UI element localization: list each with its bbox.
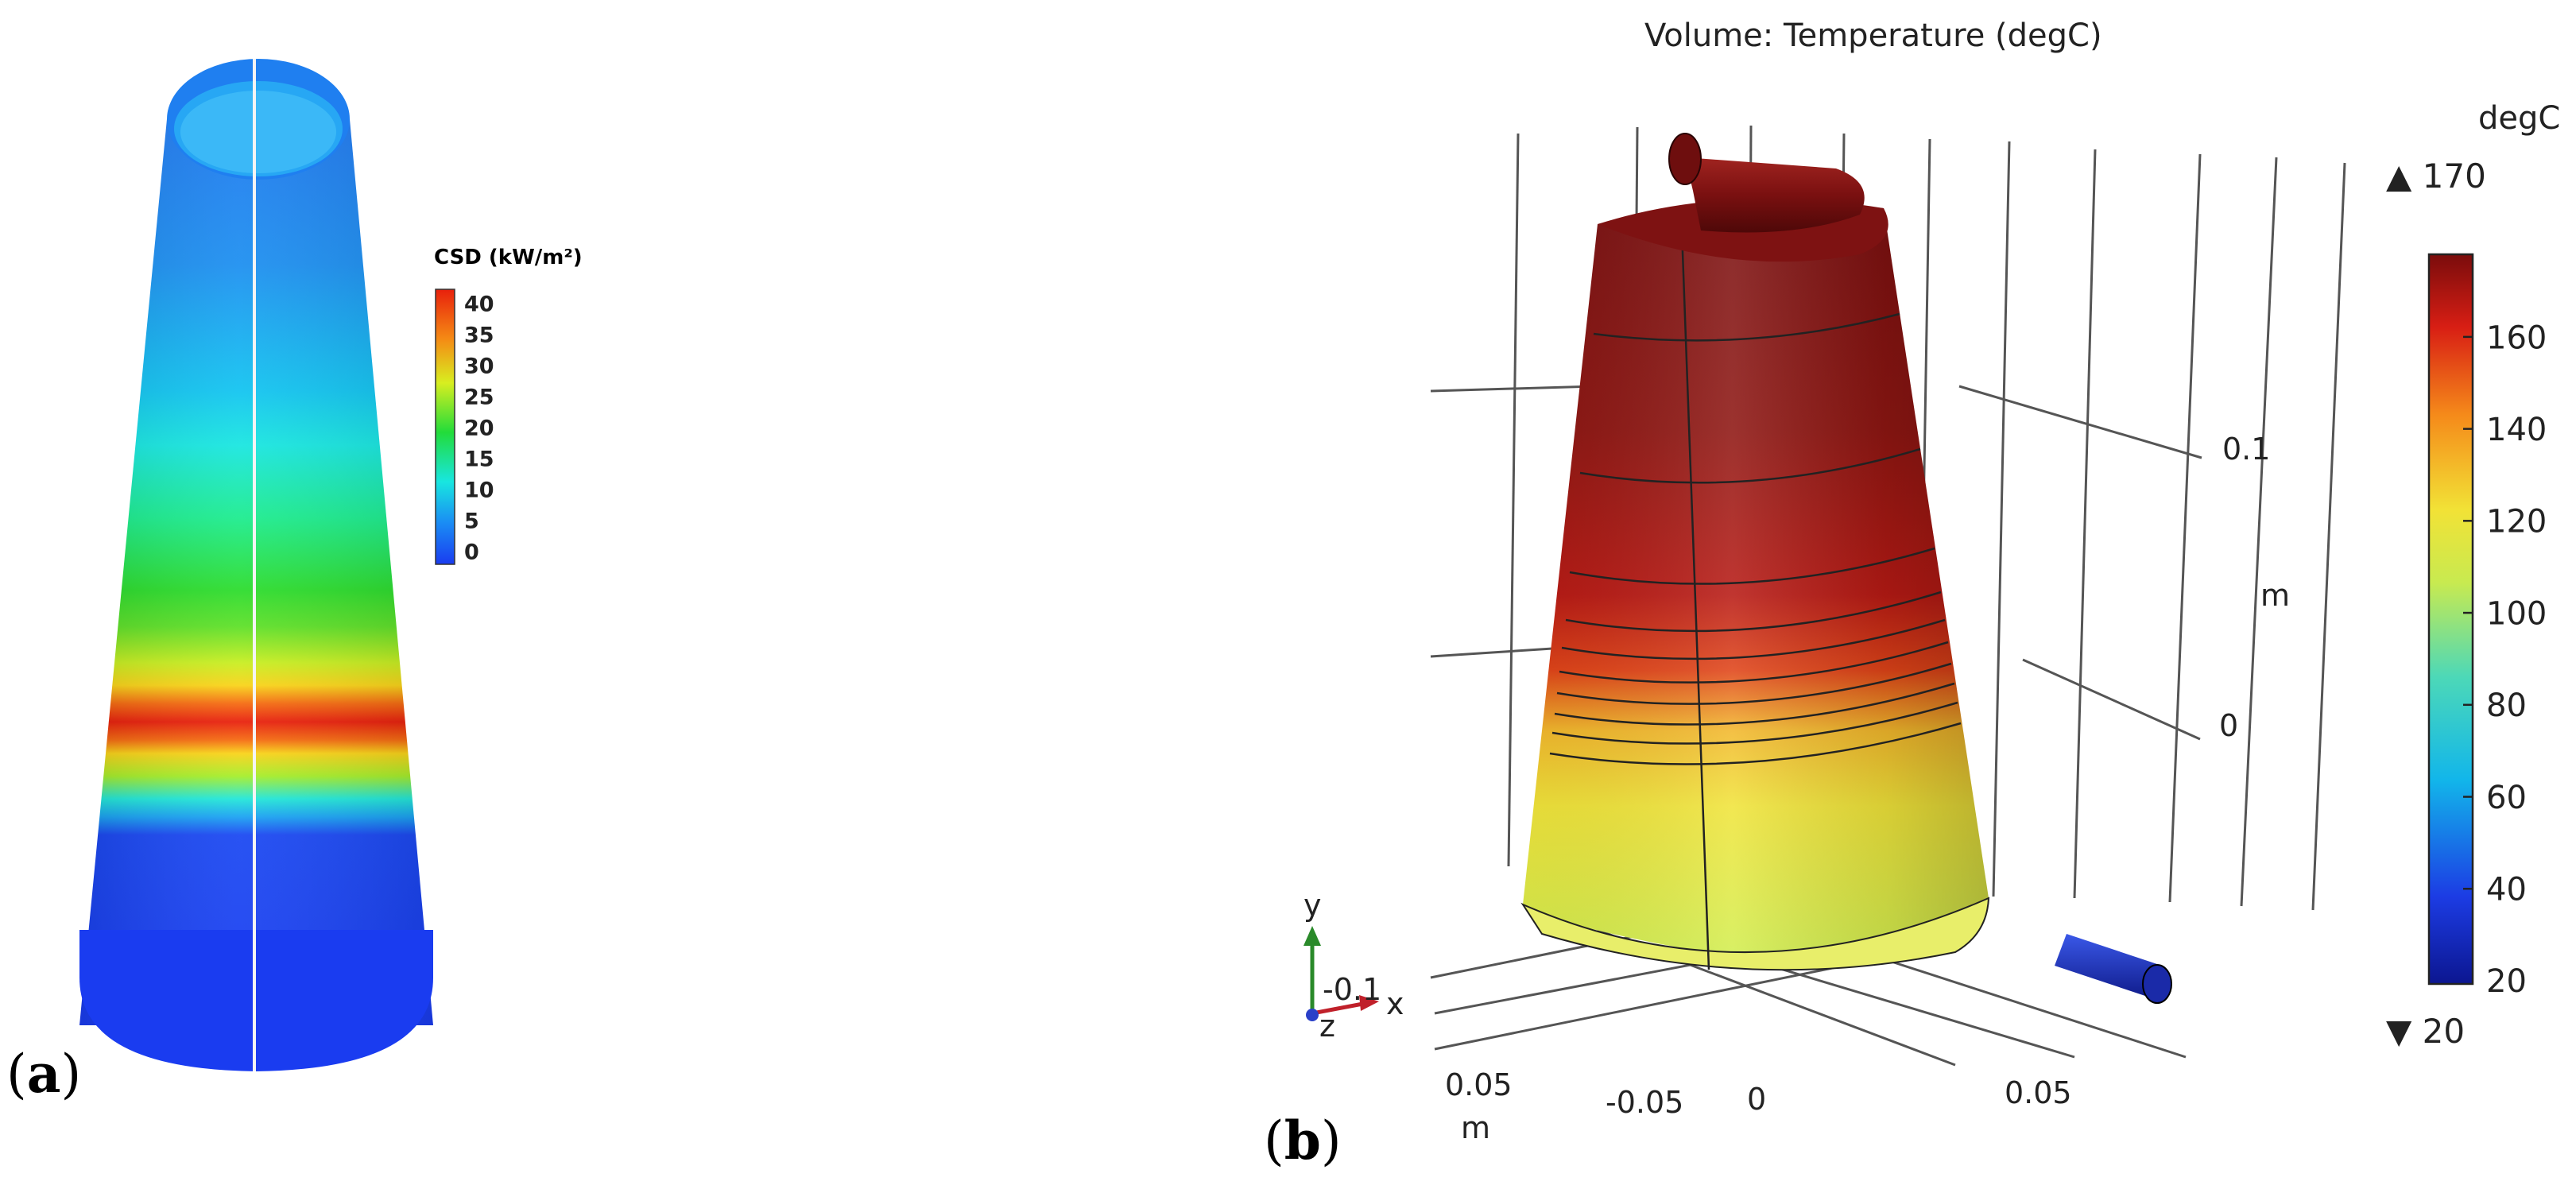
csd-cone-bottom: [79, 930, 433, 1071]
temperature-figure: Volume: Temperature (degC): [1303, 17, 2560, 1145]
temp-colorbar: [2427, 253, 2474, 986]
bottom-axis-unit: m: [1461, 1110, 1490, 1145]
csd-colorbar-ticks: 40 35 30 25 20 15 10 5 0: [464, 292, 494, 565]
temp-colorbar-unit: degC: [2478, 100, 2560, 137]
csd-ticks-label: 25: [464, 385, 494, 410]
y-arrow-icon: [1303, 926, 1321, 946]
triad-x-label: x: [1386, 986, 1404, 1021]
temperature-plot-title: Volume: Temperature (degC): [1644, 17, 2102, 54]
csd-ticks-label: 15: [464, 447, 494, 472]
triad-y-label: y: [1303, 888, 1322, 923]
csd-ticks-label: 0: [464, 540, 479, 565]
bottom-tick-right-2: 0.05: [2005, 1075, 2072, 1110]
triad-z-label: z: [1319, 1009, 1335, 1044]
temp-ticks-label: 160: [2486, 320, 2547, 356]
csd-ticks-label: 30: [464, 354, 494, 379]
csd-ticks-label: 20: [464, 416, 494, 441]
axis-triad: y x z -0.1: [1303, 888, 1404, 1044]
panel-a-label: (a): [6, 1043, 82, 1105]
csd-colorbar-title: CSD (kW/m²): [434, 246, 583, 269]
inlet-pipe: [2055, 934, 2172, 1004]
csd-ticks-label: 10: [464, 478, 494, 503]
temp-ticks-label: 140: [2486, 412, 2547, 448]
csd-ticks-label: 40: [464, 292, 494, 317]
temp-ticks-label: 40: [2486, 872, 2527, 908]
temp-ticks-label: 20: [2486, 963, 2527, 1000]
temp-ticks-label: 60: [2486, 780, 2527, 816]
vertical-tick-1: 0: [2219, 708, 2238, 743]
panel-a: CSD (kW/m²) 40 35 30 25 20 15 10 5 0 (a): [0, 0, 1240, 1186]
bottom-tick-right-0: -0.05: [1606, 1085, 1683, 1120]
csd-colorbar: [435, 289, 455, 565]
temp-ticks-label: 80: [2486, 687, 2527, 724]
csd-ticks-label: 35: [464, 323, 494, 348]
bottom-tick-right-1: 0: [1747, 1082, 1766, 1117]
x-arrow-icon: [1359, 995, 1379, 1011]
vertical-tick-0: 0.1: [2222, 432, 2270, 467]
vertical-axis-unit: m: [2260, 578, 2290, 613]
panel-b-label: (b): [1264, 1110, 1342, 1172]
csd-ticks-label: 5: [464, 509, 479, 534]
csd-cone-figure: CSD (kW/m²) 40 35 30 25 20 15 10 5 0: [79, 59, 583, 1071]
z-axis-icon: [1306, 1009, 1319, 1021]
temp-colorbar-max: ▲ 170: [2386, 157, 2486, 196]
temp-ticks-label: 120: [2486, 504, 2547, 540]
temp-colorbar-ticks: 160 140 120 100 80 60 40 20: [2463, 320, 2547, 1000]
bottom-tick-left: 0.05: [1445, 1067, 1513, 1102]
temp-colorbar-min: ▼ 20: [2386, 1012, 2465, 1051]
triad-value: -0.1: [1323, 972, 1381, 1007]
panel-b: Volume: Temperature (degC): [1240, 0, 2576, 1186]
temp-ticks-label: 100: [2486, 595, 2547, 632]
temperature-cone: [1520, 133, 1990, 971]
